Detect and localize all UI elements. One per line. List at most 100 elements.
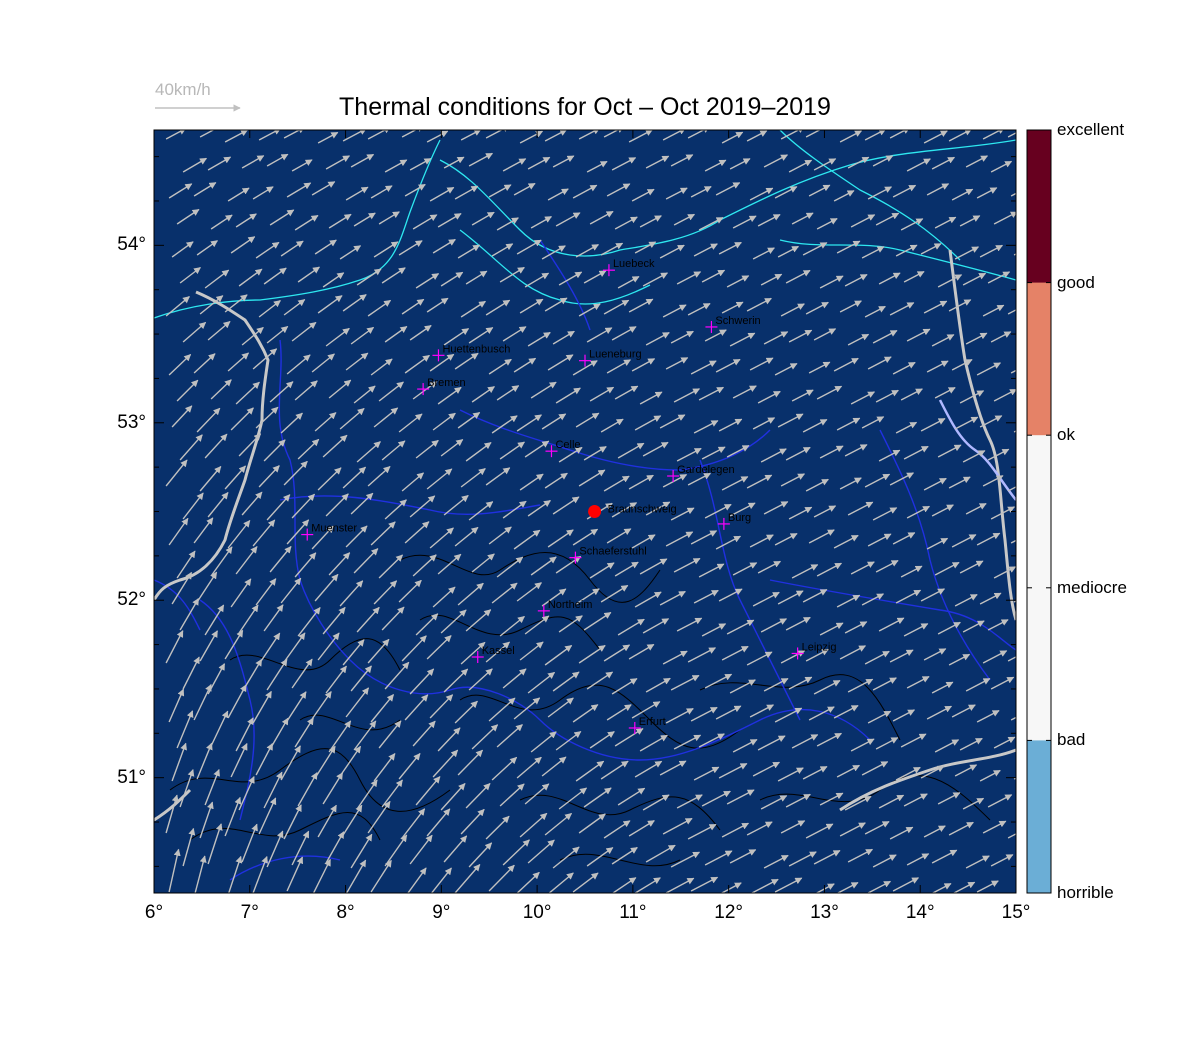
wind-arrow <box>454 700 478 724</box>
admin-border-7 <box>229 855 341 881</box>
city-label: Erfurt <box>639 716 666 728</box>
wind-arrow <box>555 730 582 751</box>
wind-arrow <box>544 297 568 312</box>
x-tick-label: 14° <box>905 902 935 923</box>
wind-arrow <box>979 769 1001 782</box>
wind-arrow <box>926 183 950 196</box>
wind-arrow <box>454 863 481 893</box>
wind-arrow <box>578 813 606 834</box>
wind-arrow <box>199 295 224 315</box>
wind-arrow <box>370 859 392 893</box>
wind-arrow <box>906 328 931 342</box>
wind-arrow <box>519 130 544 144</box>
wind-arrow <box>665 877 695 893</box>
wind-arrow <box>926 360 949 373</box>
wind-arrow <box>488 184 512 198</box>
wind-arrow <box>687 302 711 316</box>
national-border-3 <box>839 748 1016 812</box>
wind-arrow <box>412 720 436 747</box>
wind-arrow <box>878 794 905 809</box>
admin-border-10 <box>879 429 991 681</box>
wind-arrow <box>367 465 391 487</box>
wind-arrow <box>575 412 600 428</box>
x-tick-label: 10° <box>522 902 552 923</box>
wind-arrow <box>934 216 957 229</box>
city-marker: Kassel <box>471 645 515 664</box>
wind-arrow <box>833 704 859 719</box>
wind-arrow <box>311 525 334 550</box>
wind-arrow <box>687 647 717 663</box>
wind-arrow <box>606 528 632 544</box>
wind-arrow <box>437 212 462 228</box>
wind-arrow <box>847 501 874 516</box>
wind-arrow <box>176 379 199 402</box>
wind-arrow <box>325 327 350 347</box>
wind-arrow <box>952 881 976 893</box>
wind-arrow <box>959 215 981 227</box>
colorbar-label: ok <box>1057 425 1075 445</box>
wind-arrow <box>864 650 890 665</box>
wind-arrow <box>937 444 962 458</box>
wind-arrow <box>665 187 688 200</box>
wind-arrow <box>639 391 663 405</box>
wind-arrow <box>314 412 337 432</box>
wind-arrow <box>931 882 952 893</box>
wind-arrow <box>207 491 229 518</box>
wind-arrow <box>524 272 550 288</box>
wind-arrow <box>552 671 580 692</box>
wind-arrow <box>979 244 1004 258</box>
wind-arrow <box>701 623 727 637</box>
wind-arrow <box>1007 309 1016 315</box>
wind-arrow <box>204 269 230 289</box>
wind-arrow <box>429 527 454 549</box>
wind-arrow <box>578 303 601 317</box>
wind-arrow <box>513 529 541 550</box>
wind-arrow <box>662 304 687 318</box>
wind-arrow <box>398 240 423 256</box>
wind-arrow <box>763 854 789 869</box>
wind-arrow <box>673 388 701 403</box>
admin-border-4 <box>279 495 541 515</box>
wind-arrow <box>617 787 646 806</box>
wind-arrow <box>378 554 403 579</box>
wind-arrow <box>611 877 637 893</box>
wind-arrow <box>634 591 662 608</box>
wind-arrow <box>813 328 837 341</box>
terrain-contour-6 <box>699 674 901 741</box>
wind-arrow <box>788 506 813 520</box>
wind-arrow <box>965 677 991 692</box>
wind-arrow <box>729 332 756 347</box>
wind-arrow <box>847 678 874 693</box>
wind-arrow <box>819 622 844 636</box>
wind-arrow <box>350 492 374 515</box>
wind-arrow <box>496 724 523 748</box>
wind-arrow <box>415 273 440 289</box>
wind-arrow <box>872 329 898 344</box>
wind-arrow <box>701 446 726 460</box>
wind-arrow <box>965 855 990 869</box>
wind-arrow <box>990 506 1016 520</box>
city-label: Schwerin <box>715 315 760 327</box>
wind-arrow <box>892 184 917 198</box>
wind-arrow <box>791 734 819 749</box>
wind-arrow <box>1007 486 1016 492</box>
wind-arrow <box>889 302 915 316</box>
wind-arrow <box>659 244 685 259</box>
wind-arrow <box>780 650 806 664</box>
wind-arrow <box>367 638 390 664</box>
wind-arrow <box>294 380 318 401</box>
wind-arrow <box>269 545 292 573</box>
wind-arrow <box>432 412 456 431</box>
wind-arrow <box>763 677 789 692</box>
wind-arrow <box>547 354 574 371</box>
wind-arrow <box>432 238 456 254</box>
wind-arrow <box>746 474 773 489</box>
wind-arrow <box>339 245 362 260</box>
wind-arrow <box>409 495 436 518</box>
wind-arrow <box>954 416 979 430</box>
wind-arrow <box>407 867 427 893</box>
wind-arrow <box>805 130 829 138</box>
wind-arrow <box>631 534 656 549</box>
wind-arrow <box>589 731 615 749</box>
wind-arrow <box>760 448 787 463</box>
